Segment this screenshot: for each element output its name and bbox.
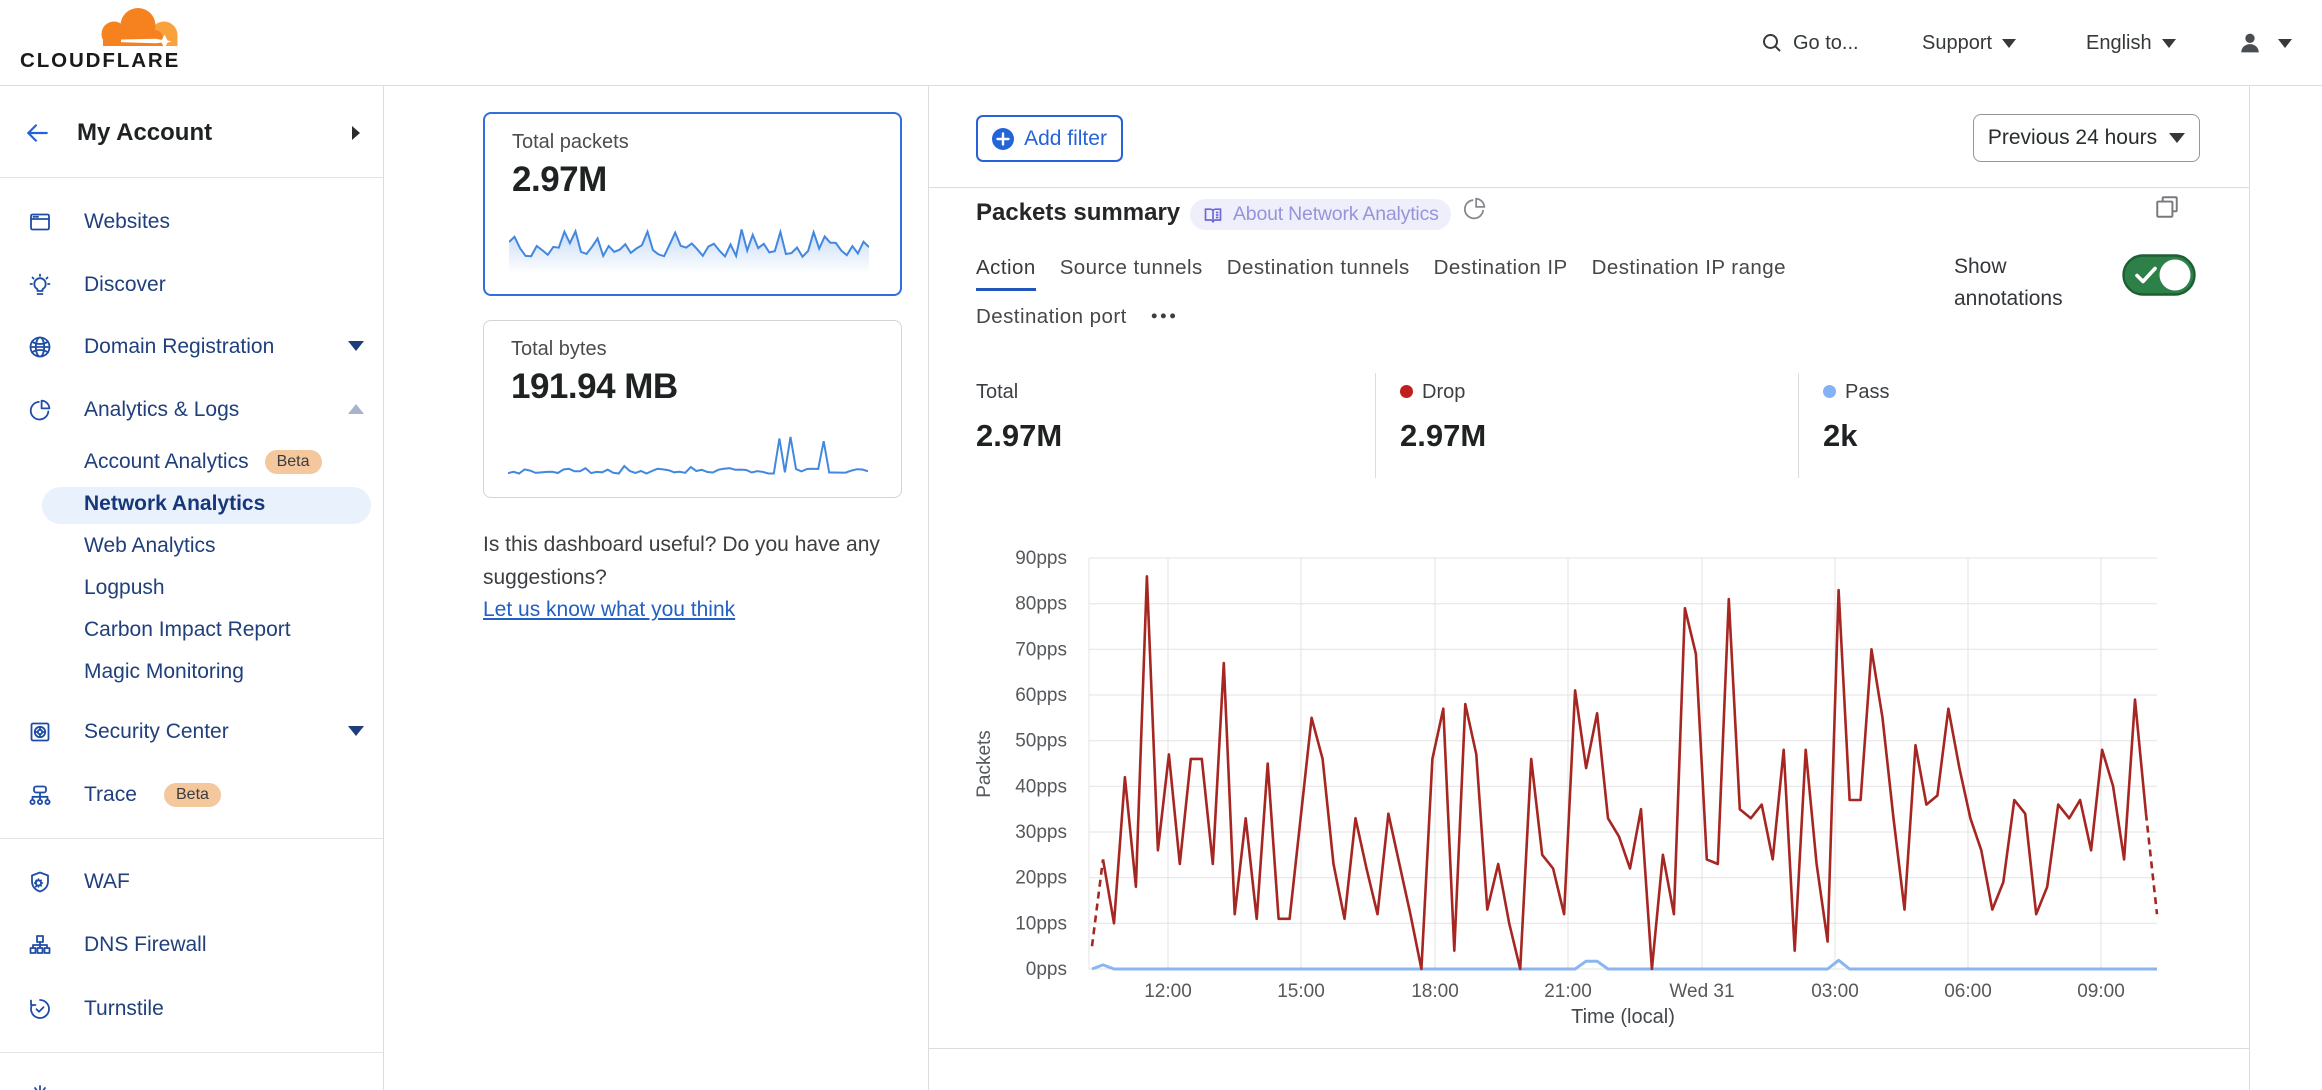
svg-text:80pps: 80pps — [1015, 594, 1067, 615]
svg-text:0pps: 0pps — [1026, 959, 1067, 980]
svg-text:20pps: 20pps — [1015, 868, 1067, 889]
svg-text:Packets: Packets — [974, 730, 995, 798]
svg-text:60pps: 60pps — [1015, 685, 1067, 706]
svg-text:10pps: 10pps — [1015, 913, 1067, 934]
svg-text:CLOUDFLARE: CLOUDFLARE — [20, 49, 180, 72]
svg-text:70pps: 70pps — [1015, 639, 1067, 660]
svg-text:06:00: 06:00 — [1944, 981, 1992, 1002]
svg-text:15:00: 15:00 — [1277, 981, 1325, 1002]
svg-text:90pps: 90pps — [1015, 548, 1067, 569]
svg-text:Time (local): Time (local) — [1571, 1006, 1675, 1028]
svg-text:18:00: 18:00 — [1411, 981, 1459, 1002]
svg-text:12:00: 12:00 — [1144, 981, 1192, 1002]
svg-text:30pps: 30pps — [1015, 822, 1067, 843]
svg-text:Wed 31: Wed 31 — [1669, 981, 1734, 1002]
svg-text:03:00: 03:00 — [1811, 981, 1859, 1002]
svg-text:40pps: 40pps — [1015, 776, 1067, 797]
svg-text:21:00: 21:00 — [1544, 981, 1592, 1002]
svg-text:50pps: 50pps — [1015, 731, 1067, 752]
svg-text:09:00: 09:00 — [2077, 981, 2125, 1002]
